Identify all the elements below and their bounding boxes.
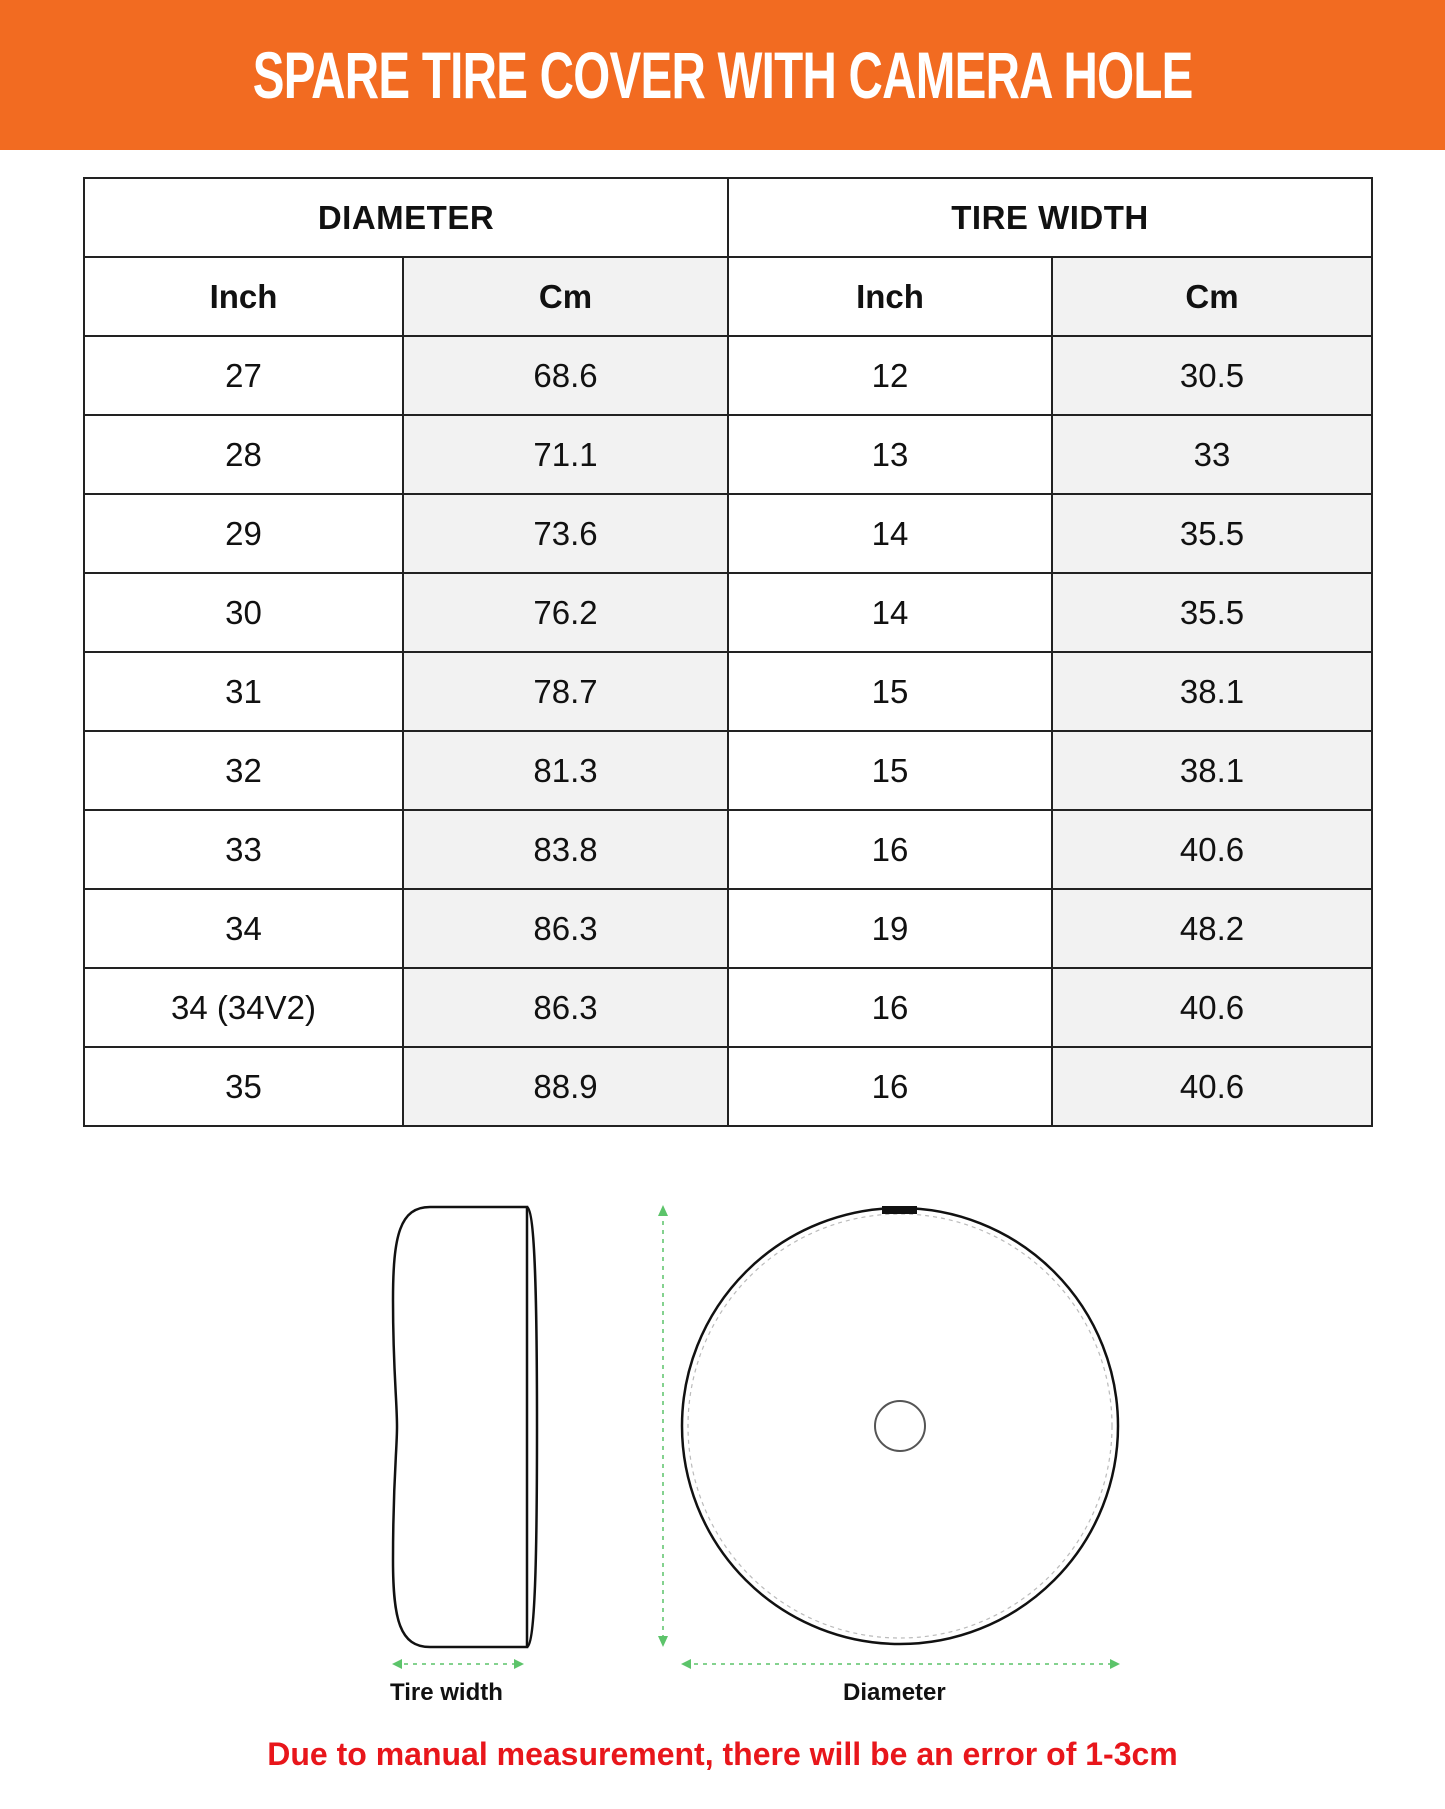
table-row: 35 88.9 16 40.6	[83, 1046, 1374, 1127]
col-diameter-cm: Cm	[402, 256, 729, 337]
width-cm-cell: 38.1	[1050, 651, 1374, 732]
diameter-inch-cell: 30	[83, 572, 404, 653]
diameter-inch-cell: 35	[83, 1046, 404, 1127]
width-inch-cell: 19	[727, 888, 1053, 969]
width-inch-cell: 14	[727, 493, 1053, 574]
camera-hole	[874, 1400, 926, 1452]
diameter-cm-cell: 88.9	[402, 1046, 729, 1127]
column-header-row: Inch Cm Inch Cm	[83, 256, 1374, 337]
width-inch-cell: 14	[727, 572, 1053, 653]
diameter-label: Diameter	[843, 1679, 946, 1706]
dimension-arrows	[395, 1212, 1115, 1665]
size-table: DIAMETER TIRE WIDTH Inch Cm Inch Cm 27 68…	[83, 177, 1374, 1127]
table-row: 33 83.8 16 40.6	[83, 809, 1374, 890]
width-inch-cell: 12	[727, 335, 1053, 416]
table-row: 31 78.7 15 38.1	[83, 651, 1374, 732]
width-cm-cell: 38.1	[1050, 730, 1374, 811]
table-row: 30 76.2 14 35.5	[83, 572, 1374, 653]
tire-diagram	[391, 1205, 1120, 1669]
table-row: 27 68.6 12 30.5	[83, 335, 1374, 416]
table-row: 34 86.3 19 48.2	[83, 888, 1374, 969]
arrow-heads	[392, 1205, 1120, 1669]
diameter-inch-cell: 29	[83, 493, 404, 574]
title-banner: SPARE TIRE COVER WITH CAMERA HOLE	[0, 0, 1445, 150]
width-inch-cell: 16	[727, 1046, 1053, 1127]
diameter-cm-cell: 86.3	[402, 888, 729, 969]
col-width-inch: Inch	[727, 256, 1053, 337]
width-cm-cell: 30.5	[1050, 335, 1374, 416]
page-title: SPARE TIRE COVER WITH CAMERA HOLE	[252, 38, 1194, 112]
table-row: 32 81.3 15 38.1	[83, 730, 1374, 811]
diameter-cm-cell: 81.3	[402, 730, 729, 811]
diameter-inch-cell: 27	[83, 335, 404, 416]
col-diameter-inch: Inch	[83, 256, 404, 337]
width-cm-cell: 35.5	[1050, 572, 1374, 653]
diameter-cm-cell: 68.6	[402, 335, 729, 416]
diameter-cm-cell: 73.6	[402, 493, 729, 574]
col-width-cm: Cm	[1050, 256, 1374, 337]
front-view-tire	[680, 1206, 1120, 1646]
table-row: 29 73.6 14 35.5	[83, 493, 1374, 574]
diameter-inch-cell: 31	[83, 651, 404, 732]
width-cm-cell: 40.6	[1050, 967, 1374, 1048]
width-inch-cell: 15	[727, 730, 1053, 811]
diameter-cm-cell: 83.8	[402, 809, 729, 890]
side-view-tire	[391, 1205, 539, 1649]
table-row: 34 (34V2) 86.3 16 40.6	[83, 967, 1374, 1048]
width-cm-cell: 40.6	[1050, 809, 1374, 890]
group-header-row: DIAMETER TIRE WIDTH	[83, 177, 1374, 258]
group-tire-width: TIRE WIDTH	[726, 177, 1374, 258]
diameter-inch-cell: 33	[83, 809, 404, 890]
diameter-inch-cell: 34	[83, 888, 404, 969]
diameter-inch-cell: 34 (34V2)	[83, 967, 404, 1048]
width-inch-cell: 16	[727, 809, 1053, 890]
table-row: 28 71.1 13 33	[83, 414, 1374, 495]
tire-width-label: Tire width	[390, 1679, 503, 1706]
width-cm-cell: 33	[1050, 414, 1374, 495]
width-cm-cell: 48.2	[1050, 888, 1374, 969]
diameter-cm-cell: 71.1	[402, 414, 729, 495]
width-inch-cell: 13	[727, 414, 1053, 495]
diameter-inch-cell: 32	[83, 730, 404, 811]
diameter-inch-cell: 28	[83, 414, 404, 495]
group-diameter: DIAMETER	[83, 177, 729, 258]
width-cm-cell: 40.6	[1050, 1046, 1374, 1127]
diameter-cm-cell: 78.7	[402, 651, 729, 732]
diameter-cm-cell: 86.3	[402, 967, 729, 1048]
width-inch-cell: 15	[727, 651, 1053, 732]
camera-slot	[882, 1206, 917, 1214]
diameter-cm-cell: 76.2	[402, 572, 729, 653]
width-cm-cell: 35.5	[1050, 493, 1374, 574]
width-inch-cell: 16	[727, 967, 1053, 1048]
measurement-note: Due to manual measurement, there will be…	[267, 1736, 1178, 1772]
